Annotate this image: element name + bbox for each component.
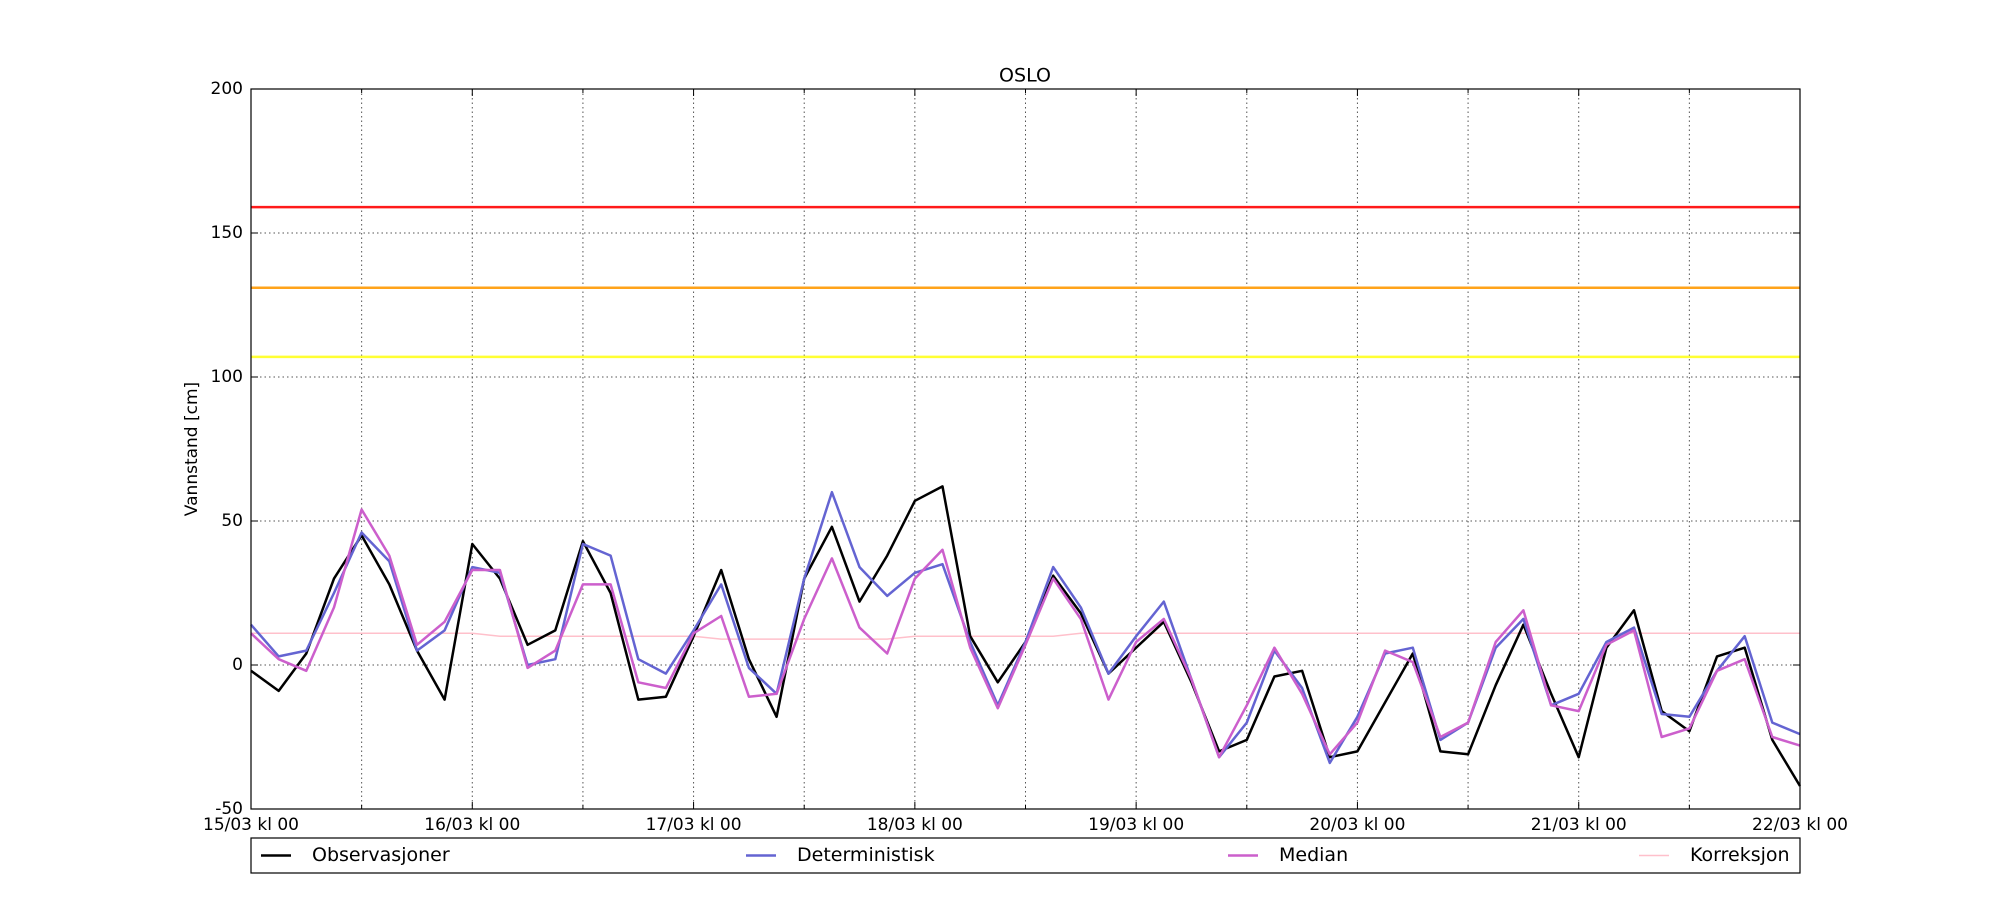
- legend-label: Median: [1279, 844, 1348, 866]
- x-tick-label: 17/03 kl 00: [646, 815, 742, 835]
- legend-box: [250, 837, 1801, 874]
- x-tick-label: 15/03 kl 00: [203, 815, 299, 835]
- y-axis-label: Vannstand [cm]: [182, 382, 202, 516]
- y-tick-label: 0: [232, 655, 243, 675]
- x-tick-label: 21/03 kl 00: [1531, 815, 1627, 835]
- series-line: [250, 490, 1801, 765]
- x-tick-label: 16/03 kl 00: [424, 815, 520, 835]
- y-tick-label: 100: [211, 367, 243, 387]
- x-tick-label: 19/03 kl 00: [1088, 815, 1184, 835]
- series-line: [250, 508, 1801, 759]
- x-tick-label: 18/03 kl 00: [867, 815, 963, 835]
- y-tick-label: 200: [211, 79, 243, 99]
- y-tick-label: 150: [211, 223, 243, 243]
- series-line: [251, 632, 1800, 640]
- y-tick-label: 50: [221, 511, 243, 531]
- x-tick-label: 22/03 kl 00: [1752, 815, 1848, 835]
- legend-label: Observasjoner: [312, 844, 450, 866]
- legend-label: Korreksjon: [1690, 844, 1790, 866]
- legend-label: Deterministisk: [797, 844, 935, 866]
- y-tick-label: -50: [215, 799, 243, 819]
- chart-title: OSLO: [999, 65, 1051, 87]
- x-tick-label: 20/03 kl 00: [1309, 815, 1405, 835]
- plot-frame: [250, 88, 1801, 810]
